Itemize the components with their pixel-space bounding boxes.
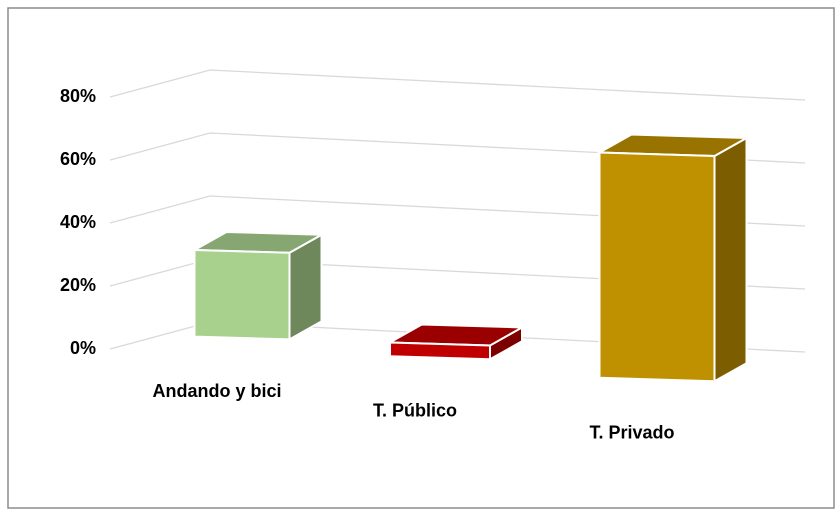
bar (190, 230, 326, 342)
bar-front (389, 341, 491, 361)
x-tick-label: Andando y bici (152, 381, 281, 401)
y-tick-label: 80% (60, 86, 96, 106)
bar-side (713, 136, 748, 383)
x-tick-label: T. Público (373, 401, 457, 421)
grid-line (109, 69, 806, 101)
bar (595, 133, 751, 383)
bar-front (598, 151, 716, 383)
bar (386, 323, 526, 362)
bar-front (193, 248, 291, 341)
y-tick-label: 60% (60, 149, 96, 169)
y-tick-label: 40% (60, 212, 96, 232)
x-tick-label: T. Privado (589, 422, 674, 442)
y-tick-label: 20% (60, 275, 96, 295)
y-tick-label: 0% (70, 338, 96, 358)
